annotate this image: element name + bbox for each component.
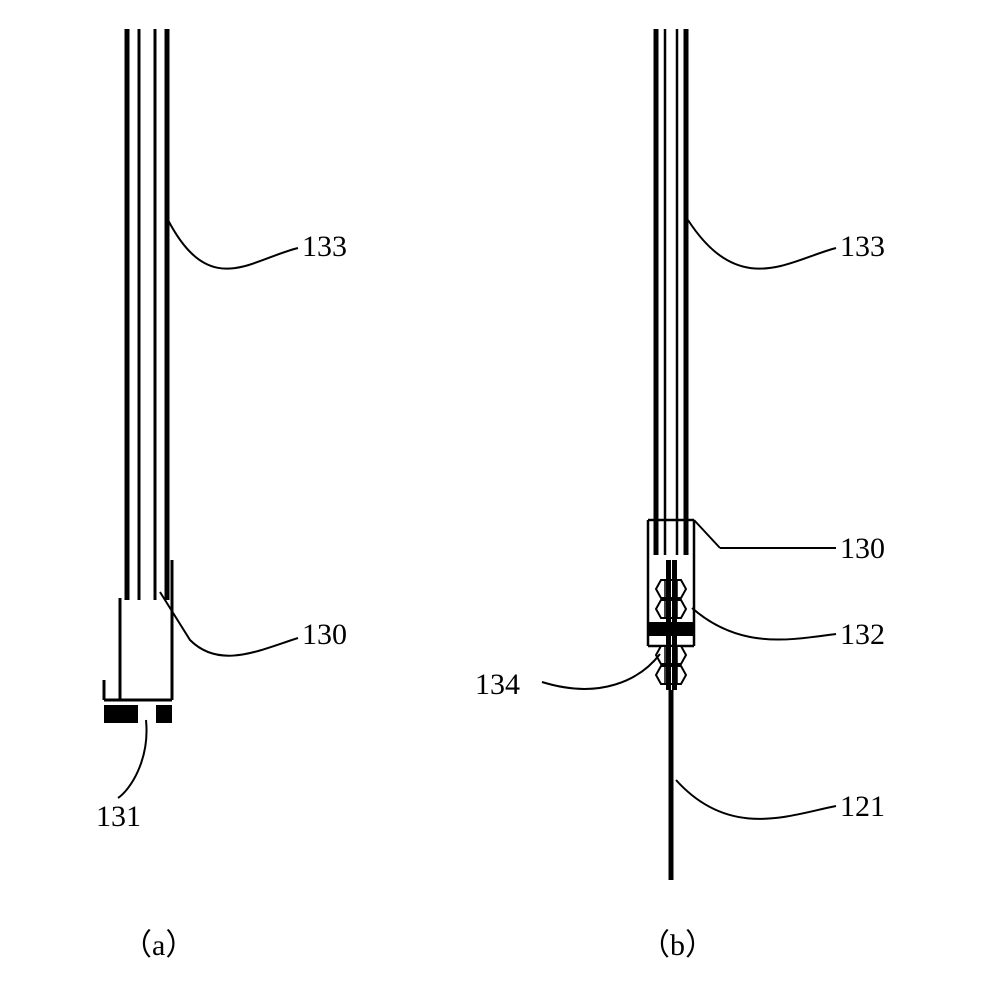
diagram-canvas: 133 130 131 133 130 132 134 121 （a） （b） <box>0 0 1000 982</box>
label-a-133: 133 <box>302 230 347 264</box>
label-b-130: 130 <box>840 532 885 566</box>
sublabel-a: （a） <box>122 920 195 964</box>
sublabel-b: （b） <box>640 920 715 964</box>
label-a-130: 130 <box>302 618 347 652</box>
label-b-134: 134 <box>475 668 520 702</box>
label-b-133: 133 <box>840 230 885 264</box>
label-a-131: 131 <box>96 800 141 834</box>
label-b-121: 121 <box>840 790 885 824</box>
diagram-svg <box>0 0 1000 982</box>
label-b-132: 132 <box>840 618 885 652</box>
